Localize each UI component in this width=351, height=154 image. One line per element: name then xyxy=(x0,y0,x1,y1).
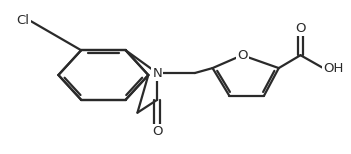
Text: OH: OH xyxy=(323,62,344,75)
Text: O: O xyxy=(295,22,306,35)
Text: N: N xyxy=(152,67,162,79)
Text: Cl: Cl xyxy=(17,14,30,27)
Text: O: O xyxy=(237,49,247,62)
Text: O: O xyxy=(152,125,163,138)
